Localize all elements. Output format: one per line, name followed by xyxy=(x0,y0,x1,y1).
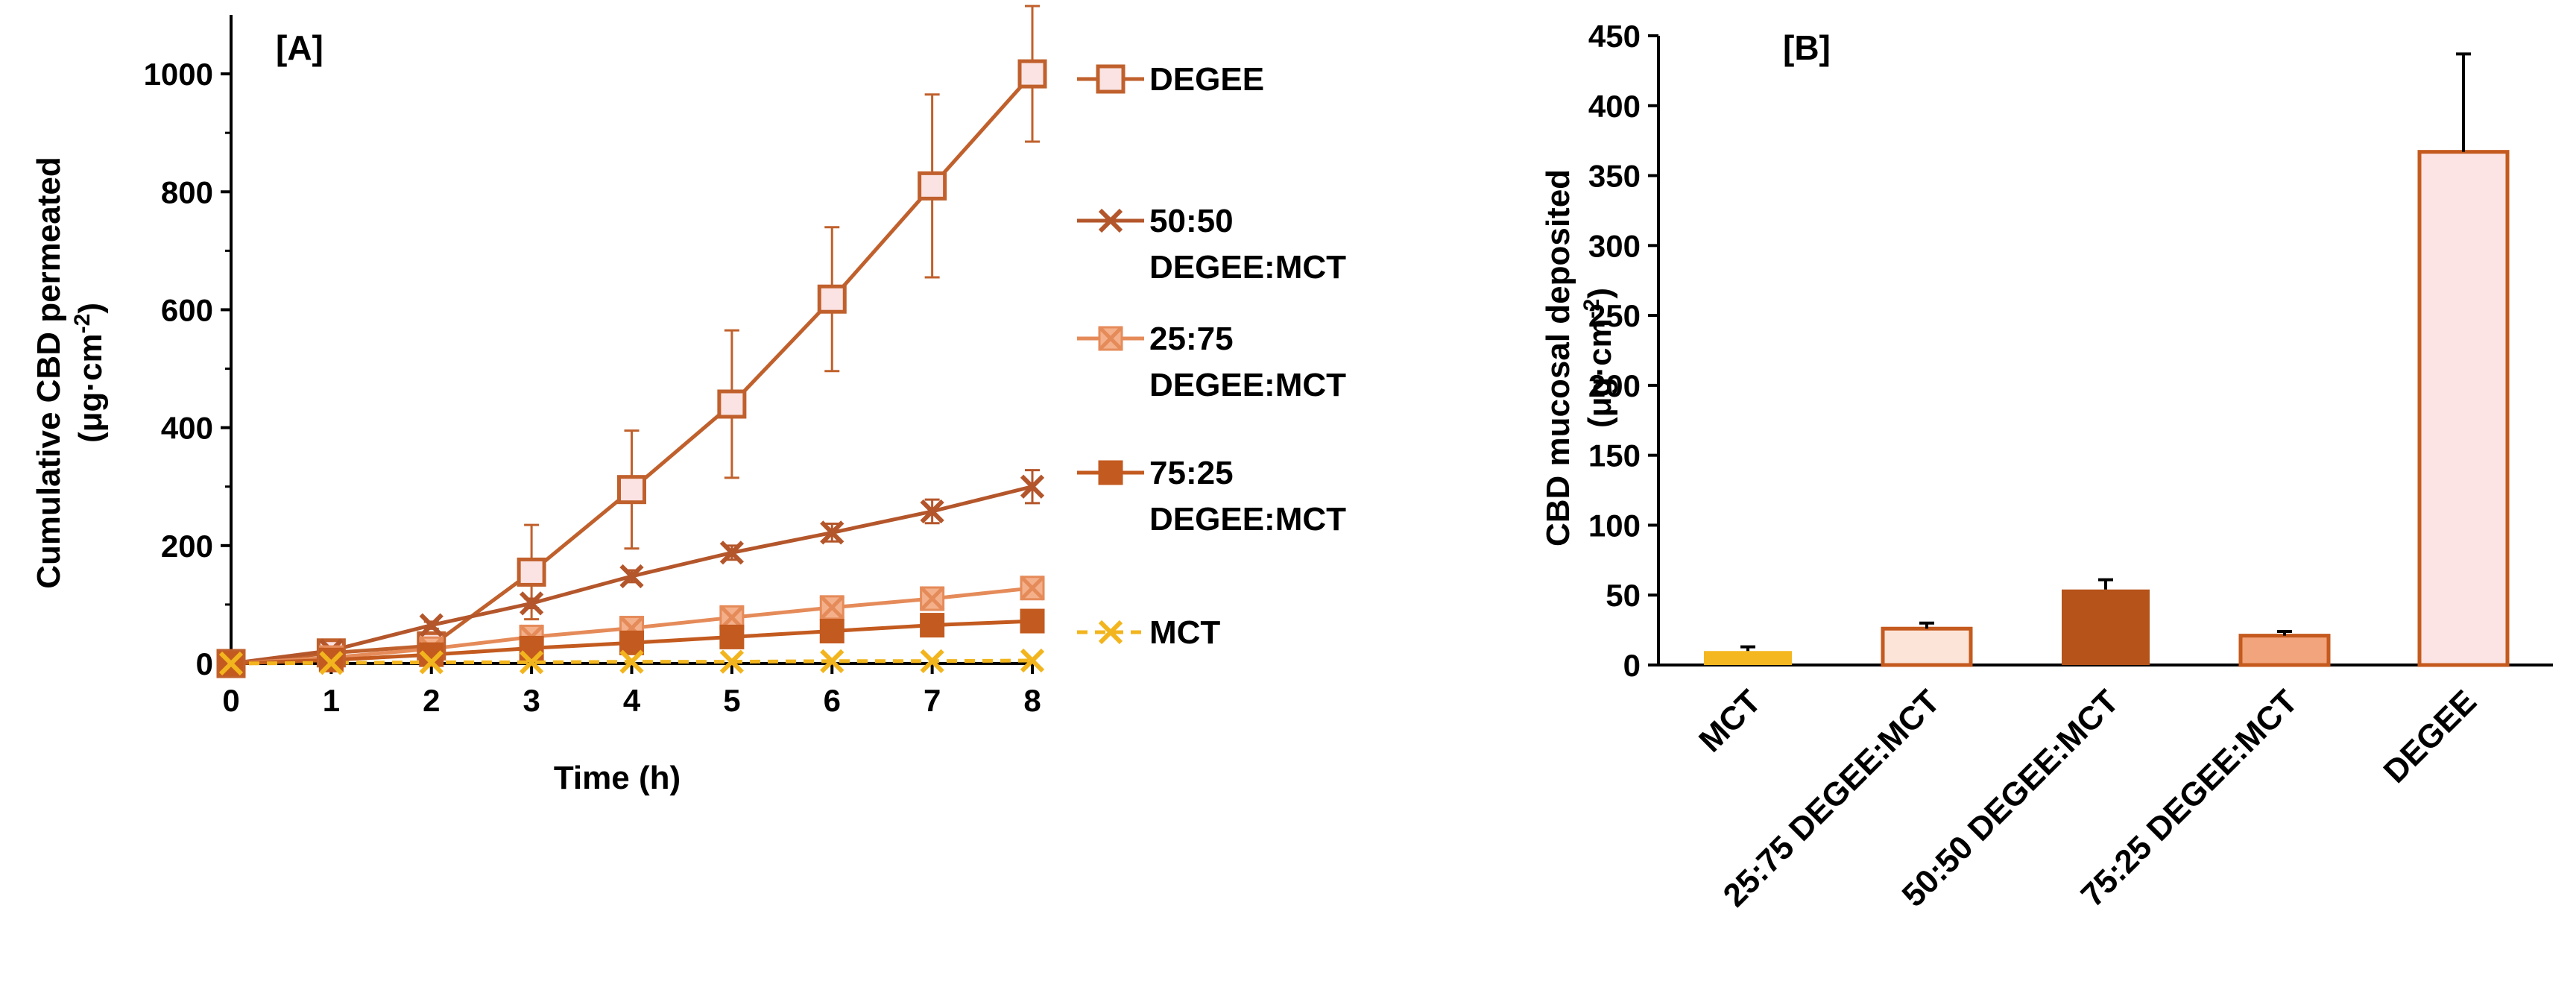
panel-a-y-axis-title-line1: Cumulative CBD permeated xyxy=(31,157,67,588)
panel-a-marker xyxy=(520,650,544,675)
panel-a-y-tick-label: 800 xyxy=(161,174,213,209)
panel-a-marker xyxy=(719,624,745,649)
panel-a-legend-marker xyxy=(1098,620,1123,645)
panel-a-legend-item-4: 75:25 DEGEE:MCT xyxy=(1077,455,1346,538)
panel-b-y-tick-label: 450 xyxy=(1588,19,1641,54)
panel-a-legend-label: DEGEE:MCT xyxy=(1149,367,1346,403)
panel-a-legend-label: 75:25 xyxy=(1149,455,1234,491)
panel-a-x-tick-label: 5 xyxy=(723,683,740,718)
panel-a-legend-item-2: 50:50 DEGEE:MCT xyxy=(1077,203,1346,286)
panel-a-marker xyxy=(218,651,244,676)
panel-a-marker xyxy=(520,591,544,616)
panel-b-bar-3 xyxy=(2062,589,2150,665)
panel-a-y-tick-label: 200 xyxy=(161,529,213,564)
panel-a-marker xyxy=(820,520,845,545)
panel-a-legend-label: 25:75 xyxy=(1149,321,1234,357)
panel-a-marker xyxy=(1020,474,1045,499)
panel-a-legend-label: MCT xyxy=(1149,614,1220,651)
panel-a-x-tick-label: 7 xyxy=(924,683,941,718)
panel-a-y-tick-label: 400 xyxy=(161,411,213,446)
panel-a-legend-marker xyxy=(1098,326,1123,351)
panel-b-axes: 0 50 100 150 200 250 300 350 400 450 xyxy=(1588,19,2553,683)
panel-a-marker xyxy=(619,564,644,589)
panel-a-legend: DEGEE 50:50 DEGEE:MCT 25:75 DEGEE:MCT 75:25 DE… xyxy=(1077,61,1346,651)
panel-b-y-tick-label: 300 xyxy=(1588,228,1641,263)
panel-a-marker xyxy=(820,649,845,673)
panel-b-bar-2 xyxy=(1881,626,1973,667)
panel-a-marker xyxy=(419,650,443,675)
panel-a-marker xyxy=(918,171,947,201)
panel-b-y-tick-label: 250 xyxy=(1588,298,1641,333)
panel-a-marker xyxy=(717,389,747,419)
panel-a-marker xyxy=(517,557,546,587)
panel-b-bar-1 xyxy=(1704,651,1792,665)
panel-a-marker xyxy=(1020,608,1045,634)
panel-a-legend-label: DEGEE:MCT xyxy=(1149,249,1346,286)
panel-a-legend-item-3: 25:75 DEGEE:MCT xyxy=(1077,321,1346,403)
panel-b-y-tick-label: 150 xyxy=(1588,438,1641,473)
panel-a-legend-label: DEGEE xyxy=(1149,61,1264,98)
panel-b-label: [B] xyxy=(1783,28,1831,67)
panel-a-marker xyxy=(1020,648,1045,673)
panel-a-marker xyxy=(920,613,945,638)
panel-a-x-tick-label: 4 xyxy=(623,683,641,718)
panel-b-y-tick-label: 200 xyxy=(1588,368,1641,403)
panel-a-marker xyxy=(719,541,744,565)
panel-a-x-tick-label: 0 xyxy=(222,683,239,718)
panel-b-y-tick-label: 100 xyxy=(1588,508,1641,543)
panel-a-marker xyxy=(419,613,443,637)
panel-a-legend-marker xyxy=(1098,208,1123,233)
panel-b-y-tick-label: 50 xyxy=(1606,578,1641,613)
panel-a-marker xyxy=(619,649,644,674)
panel-a-x-tick-label: 3 xyxy=(523,683,540,718)
panel-b-bar-5 xyxy=(2417,150,2510,667)
panel-b-y-axis-title-line1: CBD mucosal deposited xyxy=(1540,169,1576,546)
panel-a-axes: 0 200 400 600 800 1000 0 1 2 3 4 5 6 7 8 xyxy=(144,15,1041,718)
panel-b-y-tick-label: 400 xyxy=(1588,89,1641,124)
panel-a-y-tick-label: 600 xyxy=(161,292,213,327)
panel-a-marker xyxy=(817,284,847,314)
panel-a-y-tick-label: 1000 xyxy=(144,57,213,92)
panel-a-marker xyxy=(1020,575,1045,601)
panel-a-x-tick-label: 8 xyxy=(1023,683,1041,718)
panel-b-y-tick-label: 350 xyxy=(1588,159,1641,194)
panel-b-y-axis-title-line2: (μg·cm-2) xyxy=(1579,288,1618,428)
panel-a-marker xyxy=(319,651,344,675)
panel-a-x-axis-title: Time (h) xyxy=(554,760,681,796)
panel-a-legend-item-1: DEGEE xyxy=(1077,61,1264,98)
panel-a-y-axis-title-line2: (μg·cm-2) xyxy=(70,303,109,443)
panel-a-legend-item-5: MCT xyxy=(1077,614,1220,651)
panel-a-x-tick-label: 2 xyxy=(423,683,440,718)
panel-b-y-axis-title: CBD mucosal deposited (μg·cm-2) xyxy=(1540,169,1618,546)
panel-a-markers xyxy=(216,59,1047,678)
panel-a-legend-marker xyxy=(1096,64,1126,94)
panel-a-legend-label: DEGEE:MCT xyxy=(1149,501,1346,538)
panel-b-y-tick-label: 0 xyxy=(1623,648,1641,683)
panel-a-y-axis-title: Cumulative CBD permeated (μg·cm-2) xyxy=(31,157,109,588)
panel-a-marker xyxy=(919,586,945,611)
panel-a-marker xyxy=(920,649,944,673)
panel-a-legend-marker xyxy=(1098,460,1123,485)
panel-b-category-label: DEGEE xyxy=(2376,683,2484,790)
panel-a-marker xyxy=(920,499,944,524)
panel-a-legend-label: 50:50 xyxy=(1149,203,1234,239)
panel-a-marker xyxy=(819,595,845,620)
panel-a-marker xyxy=(617,475,646,505)
panel-a-marker xyxy=(819,619,845,643)
panel-b-category-label: MCT xyxy=(1692,683,1768,759)
panel-a-x-tick-label: 1 xyxy=(323,683,340,718)
panel-a-marker xyxy=(1017,59,1047,89)
panel-a-x-tick-label: 6 xyxy=(824,683,841,718)
panel-a-marker xyxy=(619,630,644,655)
panel-a-y-tick-label: 0 xyxy=(196,646,213,681)
panel-b-bar-4 xyxy=(2238,634,2331,667)
panel-a-error-bars xyxy=(323,4,1040,662)
panel-a-label: [A] xyxy=(276,28,323,67)
panel-a-marker xyxy=(719,649,744,674)
